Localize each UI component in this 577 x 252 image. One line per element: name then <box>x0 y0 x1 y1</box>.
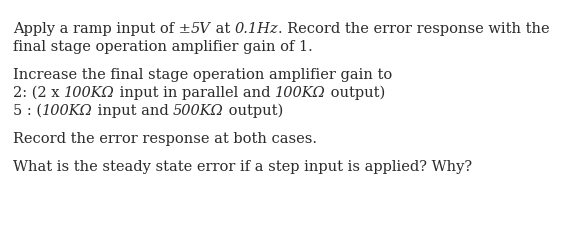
Text: 100KΩ: 100KΩ <box>275 86 326 100</box>
Text: input in parallel and: input in parallel and <box>115 86 275 100</box>
Text: 2: (2 x: 2: (2 x <box>13 86 64 100</box>
Text: Apply a ramp input of ±: Apply a ramp input of ± <box>13 22 191 36</box>
Text: . Record the error response with the: . Record the error response with the <box>278 22 550 36</box>
Text: final stage operation amplifier gain of 1.: final stage operation amplifier gain of … <box>13 40 313 54</box>
Text: output): output) <box>224 104 283 118</box>
Text: 5V: 5V <box>191 22 211 36</box>
Text: What is the steady state error if a step input is applied? Why?: What is the steady state error if a step… <box>13 160 472 174</box>
Text: Record the error response at both cases.: Record the error response at both cases. <box>13 132 317 146</box>
Text: Increase the final stage operation amplifier gain to: Increase the final stage operation ampli… <box>13 68 392 82</box>
Text: 100KΩ: 100KΩ <box>64 86 115 100</box>
Text: output): output) <box>326 86 385 100</box>
Text: input and: input and <box>93 104 173 118</box>
Text: 5 : (: 5 : ( <box>13 104 42 118</box>
Text: 0.1Hz: 0.1Hz <box>235 22 278 36</box>
Text: 500KΩ: 500KΩ <box>173 104 224 118</box>
Text: at: at <box>211 22 235 36</box>
Text: 100KΩ: 100KΩ <box>42 104 93 118</box>
